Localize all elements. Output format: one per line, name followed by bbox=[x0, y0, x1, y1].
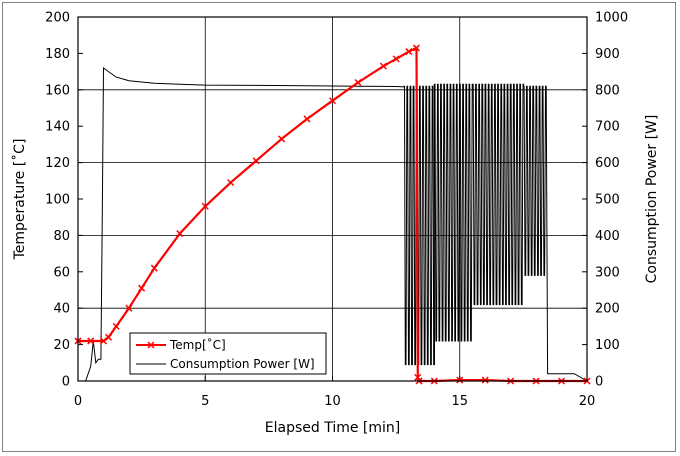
y2-tick-label: 100 bbox=[595, 338, 620, 353]
y-tick-label: 160 bbox=[45, 83, 70, 98]
y2-axis-ticks: 0 100 200 300 400 500 600 700 800 900 1000 bbox=[582, 11, 628, 390]
y-tick-label: 80 bbox=[53, 229, 70, 244]
temp-point bbox=[278, 135, 286, 143]
temp-point bbox=[456, 376, 464, 384]
y2-tick-label: 800 bbox=[595, 83, 620, 98]
y-tick-label: 60 bbox=[53, 265, 70, 280]
y2-tick-label: 1000 bbox=[595, 11, 628, 26]
temp-point bbox=[303, 115, 311, 123]
y-tick-label: 20 bbox=[53, 338, 70, 353]
y2-tick-label: 0 bbox=[595, 375, 603, 390]
temp-point bbox=[125, 304, 133, 312]
temp-point bbox=[405, 48, 413, 56]
x-tick-label: 15 bbox=[451, 394, 468, 409]
temp-point bbox=[354, 78, 362, 87]
legend-box bbox=[129, 332, 327, 375]
y2-axis-title: Consumption Power [W] bbox=[644, 115, 660, 284]
y2-tick-label: 200 bbox=[595, 302, 620, 317]
x-tick-label: 0 bbox=[74, 394, 82, 409]
legend-power-label: Consumption Power [W] bbox=[170, 357, 315, 371]
temp-point bbox=[176, 230, 184, 238]
y-tick-label: 100 bbox=[45, 193, 70, 208]
y2-tick-label: 500 bbox=[595, 193, 620, 208]
temp-point bbox=[138, 284, 146, 292]
temp-point bbox=[150, 264, 158, 272]
y2-tick-label: 700 bbox=[595, 120, 620, 135]
y-axis-title: Temperature [˚C] bbox=[11, 139, 28, 261]
y-axis-ticks: 0 20 40 60 80 100 120 140 160 180 200 bbox=[45, 11, 83, 390]
y2-tick-label: 300 bbox=[595, 265, 620, 280]
power-series bbox=[78, 67, 588, 382]
temp-point bbox=[99, 337, 107, 345]
temp-point bbox=[105, 333, 113, 341]
plot-border bbox=[77, 16, 588, 382]
temp-point bbox=[112, 322, 120, 330]
y2-tick-label: 900 bbox=[595, 47, 620, 62]
x-tick-label: 5 bbox=[201, 394, 209, 409]
temp-point bbox=[412, 44, 421, 52]
y2-tick-label: 400 bbox=[595, 229, 620, 244]
temp-point bbox=[328, 97, 337, 105]
temp-point bbox=[379, 62, 387, 70]
temp-point bbox=[252, 157, 260, 165]
temp-point bbox=[227, 179, 235, 187]
x-tick-label: 20 bbox=[579, 394, 596, 409]
y-tick-label: 120 bbox=[45, 156, 70, 171]
y-tick-label: 200 bbox=[45, 11, 70, 26]
temp-point bbox=[481, 376, 489, 384]
y-tick-label: 40 bbox=[53, 302, 70, 317]
temp-point bbox=[392, 55, 400, 63]
y-tick-label: 140 bbox=[45, 120, 70, 135]
y-tick-label: 180 bbox=[45, 47, 70, 62]
x-axis-title: Elapsed Time [min] bbox=[265, 420, 400, 436]
legend-temp-marker bbox=[147, 341, 155, 349]
x-axis-ticks: 0 5 10 15 20 bbox=[74, 376, 595, 409]
x-tick-label: 10 bbox=[324, 394, 341, 409]
power-line bbox=[78, 67, 588, 382]
y-tick-label: 0 bbox=[62, 375, 70, 390]
y2-tick-label: 600 bbox=[595, 156, 620, 171]
legend-temp-label: Temp[˚C] bbox=[169, 337, 226, 352]
legend: Temp[˚C] Consumption Power [W] bbox=[129, 332, 327, 375]
temp-point bbox=[87, 337, 95, 345]
temp-point bbox=[201, 202, 209, 210]
